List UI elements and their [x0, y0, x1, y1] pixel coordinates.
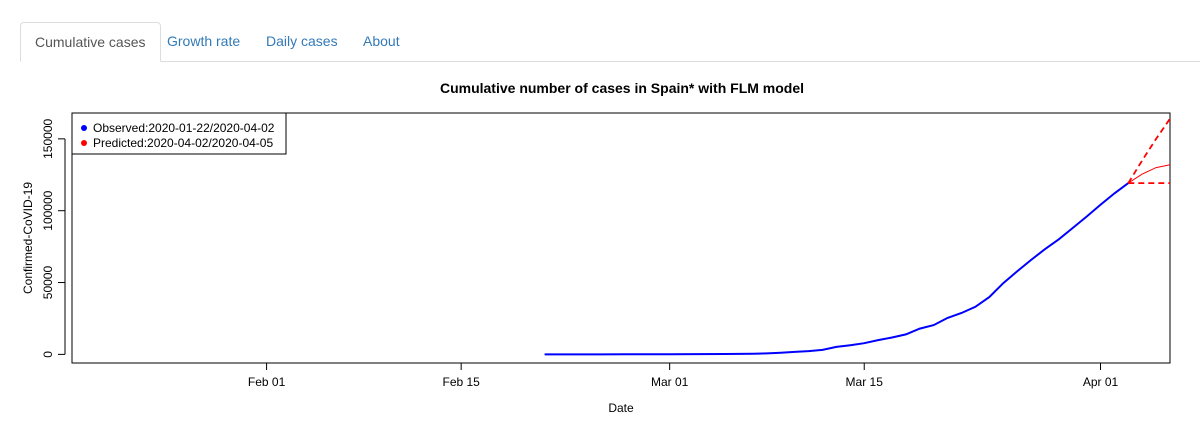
x-axis: Feb 01 Feb 15 Mar 01 Mar 15 Apr 01: [248, 363, 1119, 389]
legend-marker-observed: [81, 125, 87, 131]
series-layer: [544, 118, 1171, 356]
series-line: [544, 182, 1129, 356]
x-tick-label: Mar 15: [846, 375, 884, 389]
x-tick-label: Apr 01: [1083, 375, 1119, 389]
chart-title: Cumulative number of cases in Spain* wit…: [440, 80, 804, 96]
tab-daily-cases[interactable]: Daily cases: [266, 33, 338, 49]
x-tick-label: Mar 01: [651, 375, 689, 389]
y-tick-label: 150000: [41, 119, 55, 159]
tab-growth-rate[interactable]: Growth rate: [167, 33, 241, 49]
y-tick-label: 100000: [41, 190, 55, 230]
legend-label-predicted: Predicted:2020-04-02/2020-04-05: [93, 136, 273, 150]
plot-area-frame: [71, 112, 1171, 364]
tab-bar: Cumulative cases Growth rate Daily cases…: [20, 22, 1200, 62]
legend-label-observed: Observed:2020-01-22/2020-04-02: [93, 121, 275, 135]
tab-cumulative-cases[interactable]: Cumulative cases: [20, 22, 161, 62]
y-tick-label: 0: [41, 351, 55, 358]
tab-about[interactable]: About: [363, 33, 400, 49]
series-line: [1127, 118, 1171, 184]
y-axis: 0 50000 100000 150000: [41, 119, 66, 358]
series-line: [1128, 164, 1171, 184]
legend: Observed:2020-01-22/2020-04-02 Predicted…: [71, 112, 287, 155]
legend-marker-predicted: [81, 140, 87, 146]
x-tick-label: Feb 01: [248, 375, 286, 389]
legend-box: [71, 112, 287, 155]
x-axis-label: Date: [608, 401, 634, 415]
y-axis-label: Confirmed-CoVID-19: [21, 182, 35, 294]
y-tick-label: 50000: [41, 266, 55, 300]
x-tick-label: Feb 15: [442, 375, 480, 389]
